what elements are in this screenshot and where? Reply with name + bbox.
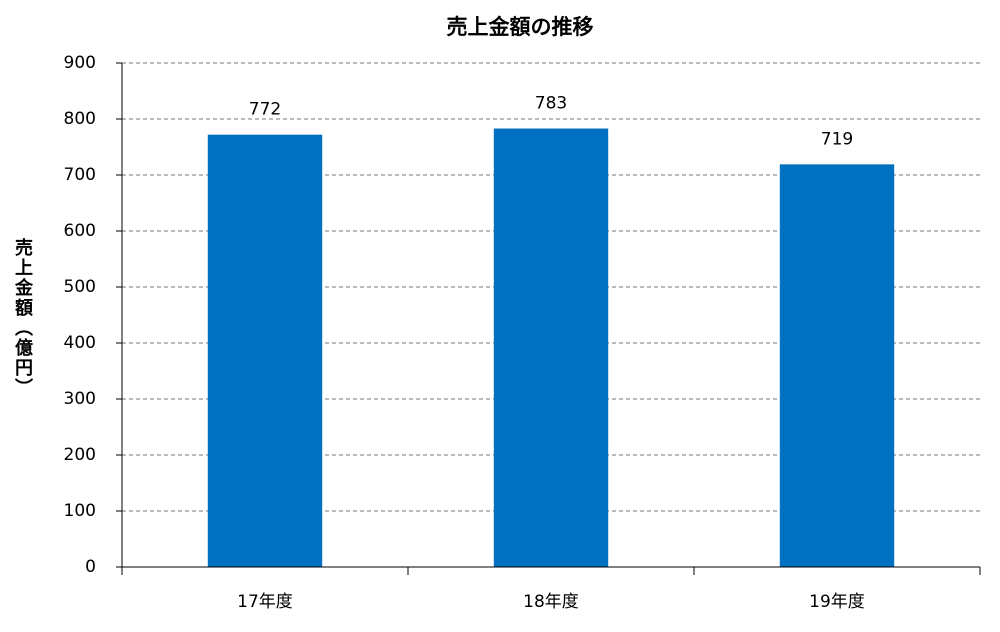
data-label: 772 [249,100,281,120]
y-tick-label: 600 [64,221,96,241]
y-axis-label: 売上金額（億円） [12,237,34,398]
y-tick-label: 100 [64,501,96,521]
y-tick-label: 700 [64,165,96,185]
chart-title: 売上金額の推移 [447,15,594,39]
y-tick-label: 900 [64,53,96,73]
x-tick-label: 19年度 [809,592,865,612]
y-tick-label: 200 [64,445,96,465]
y-tick-label: 500 [64,277,96,297]
x-tick-label: 17年度 [237,592,293,612]
y-tick-label: 800 [64,109,96,129]
x-tick-label: 18年度 [523,592,579,612]
y-tick-label: 0 [85,557,96,577]
bar [493,128,609,567]
bar [779,164,895,568]
bar [207,134,323,567]
data-label: 783 [535,94,567,114]
y-tick-label: 400 [64,333,96,353]
data-label: 719 [821,129,853,149]
y-tick-label: 300 [64,389,96,409]
